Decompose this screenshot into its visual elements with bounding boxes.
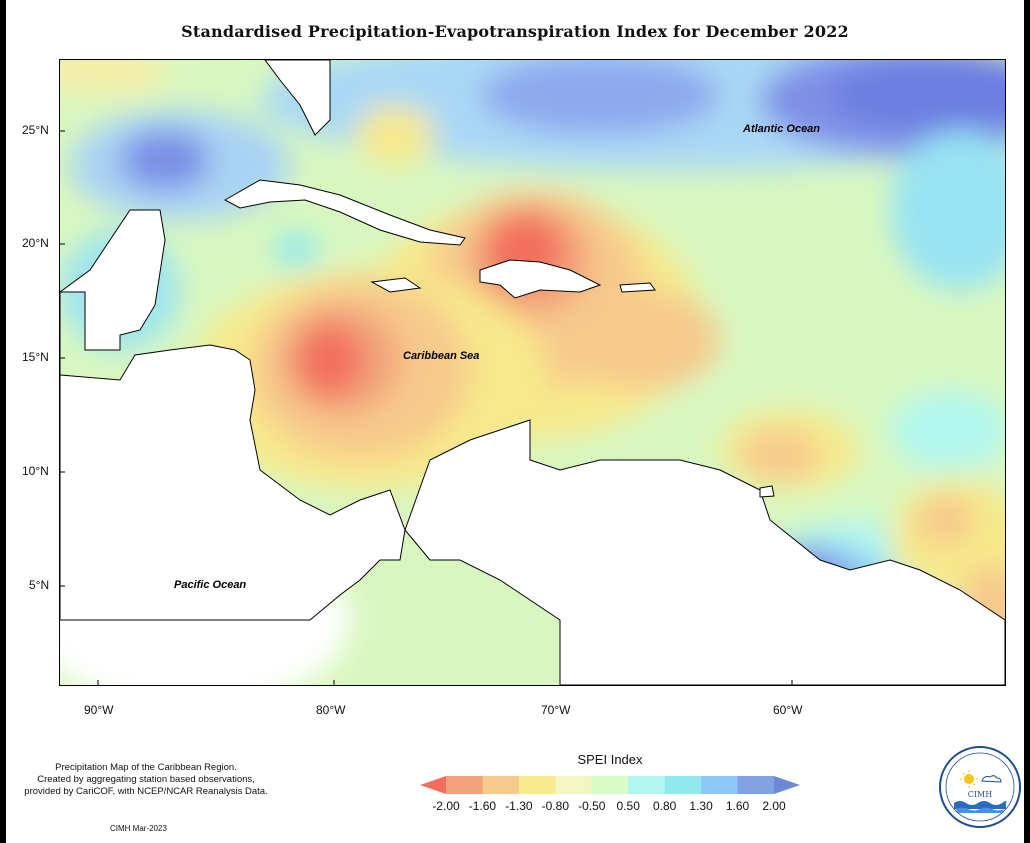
credit-text: CIMH Mar-2023 [110,824,167,833]
legend-swatch [482,776,520,794]
legend-tick-label: -1.30 [505,799,533,813]
logo-text: CIMH [968,790,992,799]
description-line-3: provided by CariCOF, with NCEP/NCAR Rean… [24,786,268,797]
legend-swatch [591,776,629,794]
map-description: Precipitation Map of the Caribbean Regio… [12,762,280,798]
legend-arrow-left [420,776,446,794]
legend-swatch [664,776,702,794]
y-label-20n: 20°N [22,236,49,250]
label-caribbean-sea: Caribbean Sea [403,350,480,362]
cimh-logo: CIMH [939,746,1021,828]
x-label-90w: 90°W [84,703,114,717]
x-label-70w: 70°W [541,703,571,717]
legend-tick-label: 1.60 [725,799,750,813]
spei-map: Atlantic Ocean Caribbean Sea Pacific Oce… [59,59,1006,686]
legend-tick-label: 2.00 [762,799,786,813]
legend-swatch [628,776,666,794]
land-masks [60,60,1005,685]
legend-swatch [446,776,483,794]
x-label-80w: 80°W [316,703,346,717]
label-pacific-ocean: Pacific Ocean [174,579,247,591]
description-line-1: Precipitation Map of the Caribbean Regio… [55,762,237,773]
legend-title: SPEI Index [577,752,643,767]
legend-swatch [555,776,593,794]
legend-tick-label: 0.50 [616,799,640,813]
y-label-15n: 15°N [22,350,49,364]
legend-swatch [518,776,556,794]
axis-ticks [60,130,793,685]
legend-tick-label: -1.60 [468,799,497,813]
label-atlantic-ocean: Atlantic Ocean [743,123,821,135]
y-label-25n: 25°N [22,123,49,137]
figure-title: Standardised Precipitation-Evapotranspir… [181,22,849,41]
x-label-60w: 60°W [773,703,803,717]
legend-swatch [737,776,775,794]
legend-colorbar [420,776,800,794]
y-label-5n: 5°N [29,578,50,592]
legend-tick-label: -0.80 [541,799,569,813]
legend-tick-label: -2.00 [432,799,460,813]
y-label-10n: 10°N [22,464,49,478]
legend-tick-label: -0.50 [578,799,606,813]
description-line-2: Created by aggregating station based obs… [37,774,255,785]
legend-tick-label: 1.30 [689,799,713,813]
legend-arrow-right [774,776,800,794]
legend-tick-label: 0.80 [652,799,677,813]
spei-map-canvas [60,60,1005,685]
legend-swatch [701,776,739,794]
